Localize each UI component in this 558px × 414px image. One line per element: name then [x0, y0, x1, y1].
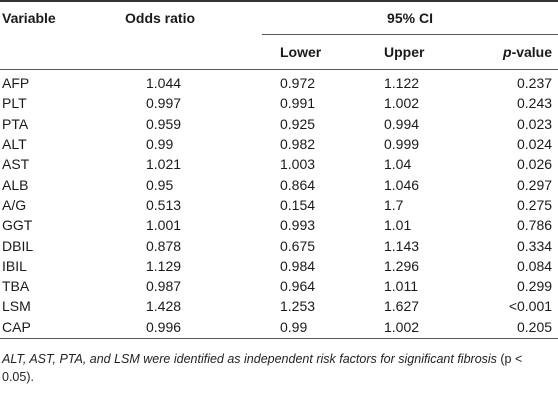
- table-row: AFP 1.044 0.972 1.122 0.237: [0, 70, 558, 94]
- cell-variable: CAP: [2, 318, 31, 335]
- cell-p-value: 0.786: [516, 217, 553, 234]
- cell-odds-ratio: 0.959: [146, 115, 182, 132]
- cell-p-value: 0.243: [516, 95, 553, 112]
- cell-upper: 1.143: [384, 237, 420, 254]
- cell-lower: 0.99: [280, 318, 308, 335]
- cell-upper: 1.01: [384, 217, 412, 234]
- cell-odds-ratio: 0.878: [146, 237, 182, 254]
- cell-variable: DBIL: [2, 237, 34, 254]
- cell-variable: PLT: [2, 95, 27, 112]
- header-lower: Lower: [262, 34, 364, 70]
- table-row: ALB 0.95 0.864 1.046 0.297: [0, 174, 558, 194]
- cell-lower: 0.154: [280, 196, 316, 213]
- cell-odds-ratio: 1.129: [146, 257, 182, 274]
- table-row: GGT 1.001 0.993 1.01 0.786: [0, 215, 558, 235]
- table-row: ALT 0.99 0.982 0.999 0.024: [0, 134, 558, 154]
- table-row: IBIL 1.129 0.984 1.296 0.084: [0, 256, 558, 276]
- cell-p-value: 0.297: [516, 176, 553, 193]
- cell-p-value: <0.001: [508, 298, 553, 315]
- table-row: PTA 0.959 0.925 0.994 0.023: [0, 114, 558, 134]
- header-empty-1: [0, 34, 98, 70]
- cell-upper: 1.046: [384, 176, 420, 193]
- table-body: AFP 1.044 0.972 1.122 0.237 PLT 0.997 0.991 1.00…: [0, 70, 558, 341]
- cell-upper: 0.999: [384, 136, 420, 153]
- cell-lower: 0.964: [280, 278, 316, 295]
- cell-lower: 0.972: [280, 75, 316, 92]
- table-row: DBIL 0.878 0.675 1.143 0.334: [0, 235, 558, 255]
- cell-odds-ratio: 1.021: [146, 156, 182, 173]
- header-p-italic: p: [503, 44, 512, 60]
- cell-lower: 0.991: [280, 95, 316, 112]
- cell-odds-ratio: 1.428: [146, 298, 182, 315]
- cell-odds-ratio: 0.997: [146, 95, 182, 112]
- cell-variable: ALB: [2, 176, 29, 193]
- cell-lower: 0.993: [280, 217, 316, 234]
- cell-p-value: 0.023: [516, 115, 553, 132]
- table-header-row-1: Variable Odds ratio 95% CI: [0, 0, 558, 35]
- table-row: AST 1.021 1.003 1.04 0.026: [0, 154, 558, 174]
- cell-variable: AFP: [2, 75, 30, 92]
- cell-variable: GGT: [2, 217, 33, 234]
- table-row: LSM 1.428 1.253 1.627 <0.001: [0, 296, 558, 316]
- header-95-ci: 95% CI: [262, 0, 558, 35]
- footnote-plain-text: (p < 0.05): [2, 352, 523, 384]
- table-row: TBA 0.987 0.964 1.011 0.299: [0, 276, 558, 296]
- cell-lower: 0.925: [280, 115, 316, 132]
- header-p-rest: -value: [511, 44, 553, 60]
- cell-p-value: 0.205: [516, 318, 553, 335]
- cell-odds-ratio: 0.996: [146, 318, 182, 335]
- cell-upper: 1.002: [384, 95, 420, 112]
- cell-variable: ALT: [2, 136, 27, 153]
- cell-p-value: 0.299: [516, 278, 553, 295]
- cell-p-value: 0.334: [516, 237, 553, 254]
- cell-odds-ratio: 1.044: [146, 75, 182, 92]
- table-row: CAP 0.996 0.99 1.002 0.205: [0, 317, 558, 341]
- results-table-container: Variable Odds ratio 95% CI Lower Upper p…: [0, 0, 558, 341]
- table-bottom-rule: [0, 338, 558, 339]
- cell-variable: PTA: [2, 115, 29, 132]
- cell-odds-ratio: 1.001: [146, 217, 182, 234]
- cell-upper: 1.122: [384, 75, 420, 92]
- cell-lower: 1.253: [280, 298, 316, 315]
- cell-upper: 1.011: [384, 278, 418, 295]
- footnote-italic-text: ALT, AST, PTA, and LSM were identified a…: [2, 352, 497, 366]
- cell-variable: LSM: [2, 298, 31, 315]
- cell-p-value: 0.024: [516, 136, 553, 153]
- cell-upper: 1.04: [384, 156, 412, 173]
- cell-odds-ratio: 0.513: [146, 196, 182, 213]
- header-p-value: p-value: [470, 34, 558, 70]
- table-row: A/G 0.513 0.154 1.7 0.275: [0, 195, 558, 215]
- cell-variable: AST: [2, 156, 30, 173]
- cell-lower: 1.003: [280, 156, 316, 173]
- cell-odds-ratio: 0.99: [146, 136, 174, 153]
- footnote-end: .: [30, 370, 34, 384]
- header-odds-ratio: Odds ratio: [98, 0, 262, 35]
- cell-lower: 0.675: [280, 237, 316, 254]
- header-upper: Upper: [364, 34, 470, 70]
- cell-variable: A/G: [2, 196, 27, 213]
- table-header-row-2: Lower Upper p-value: [0, 34, 558, 70]
- cell-lower: 0.982: [280, 136, 316, 153]
- cell-upper: 0.994: [384, 115, 420, 132]
- header-variable: Variable: [0, 0, 98, 35]
- odds-ratio-table: Variable Odds ratio 95% CI Lower Upper p…: [0, 0, 558, 341]
- cell-odds-ratio: 0.987: [146, 278, 182, 295]
- cell-p-value: 0.084: [516, 257, 553, 274]
- header-empty-2: [98, 34, 262, 70]
- cell-variable: IBIL: [2, 257, 27, 274]
- cell-lower: 0.864: [280, 176, 316, 193]
- cell-p-value: 0.026: [516, 156, 553, 173]
- cell-upper: 1.7: [384, 196, 404, 213]
- cell-upper: 1.002: [384, 318, 420, 335]
- table-footnote: ALT, AST, PTA, and LSM were identified a…: [2, 350, 542, 386]
- table-row: PLT 0.997 0.991 1.002 0.243: [0, 93, 558, 113]
- cell-variable: TBA: [2, 278, 30, 295]
- cell-odds-ratio: 0.95: [146, 176, 174, 193]
- cell-lower: 0.984: [280, 257, 316, 274]
- cell-upper: 1.296: [384, 257, 420, 274]
- cell-p-value: 0.275: [516, 196, 553, 213]
- cell-upper: 1.627: [384, 298, 420, 315]
- cell-p-value: 0.237: [516, 75, 553, 92]
